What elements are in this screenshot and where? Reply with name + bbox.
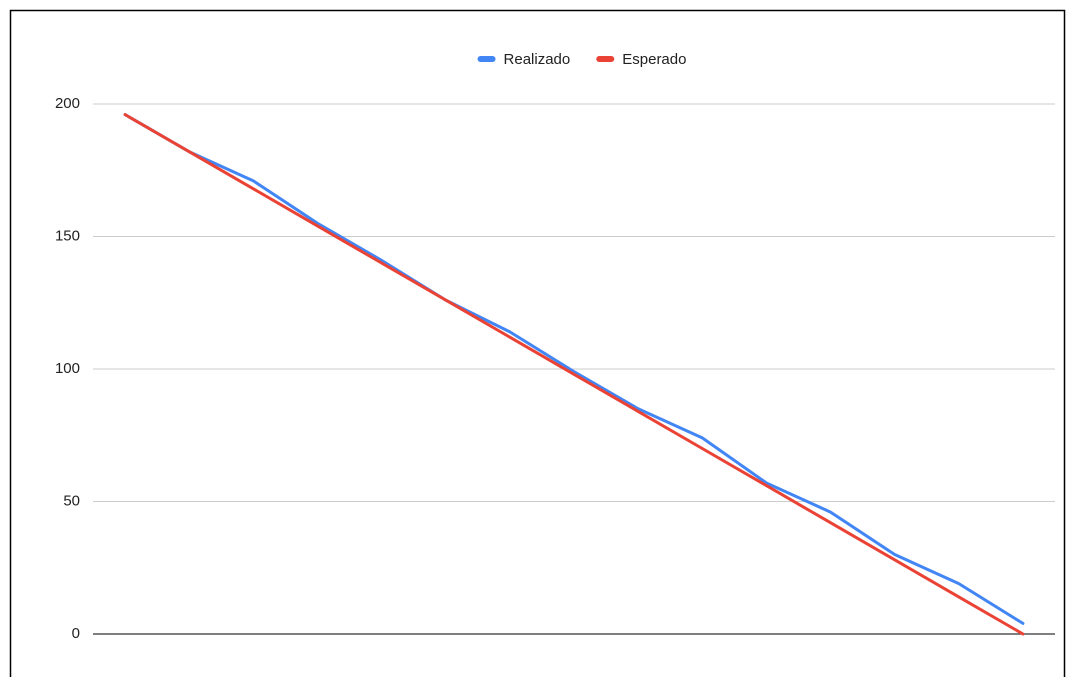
legend-swatch xyxy=(477,56,496,62)
legend-label: Realizado xyxy=(504,51,571,68)
grid: 0 50 100 150 200 xyxy=(55,95,1055,642)
legend-label: Esperado xyxy=(622,51,686,68)
y-tick-label: 150 xyxy=(55,227,80,244)
y-tick-label: 100 xyxy=(55,360,80,377)
frame xyxy=(9,9,1066,677)
series-line xyxy=(123,113,1025,636)
y-tick-label: 0 xyxy=(72,625,80,642)
legend-swatch xyxy=(596,56,615,62)
y-tick-label: 200 xyxy=(55,95,80,112)
y-tick-label: 50 xyxy=(63,492,80,509)
legend: Realizado Esperado xyxy=(477,51,686,68)
lines xyxy=(123,113,1025,636)
series-line xyxy=(123,113,1025,625)
